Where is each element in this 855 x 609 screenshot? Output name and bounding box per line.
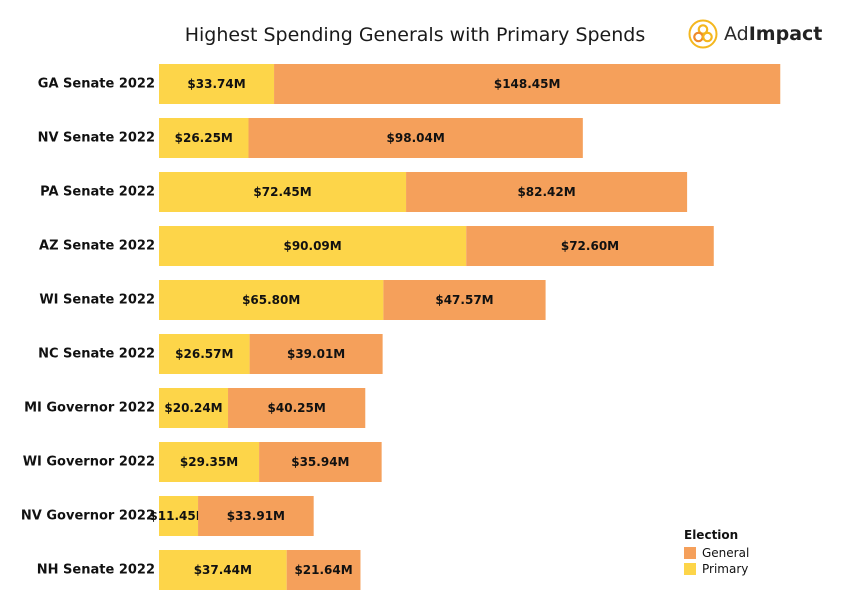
data-label-general-wi-senate-2022: $47.57M: [435, 293, 493, 307]
bar-general-wi-senate-2022: [383, 280, 546, 320]
data-label-primary-nv-governor-2022: $11.45M: [149, 509, 207, 523]
legend-title: Election: [684, 528, 739, 542]
data-label-primary-pa-senate-2022: $72.45M: [253, 185, 311, 199]
legend: Election General Primary: [684, 528, 749, 577]
bar-general-nh-senate-2022: [286, 550, 361, 590]
bar-general-az-senate-2022: [466, 226, 714, 266]
legend-label-general: General: [702, 546, 750, 560]
legend-item-general: General: [684, 545, 749, 561]
bar-primary-wi-senate-2022: [159, 280, 384, 320]
data-label-primary-mi-governor-2022: $20.24M: [164, 401, 222, 415]
bar-primary-nc-senate-2022: [159, 334, 250, 374]
category-label-nv-governor-2022: NV Governor 2022: [21, 509, 155, 524]
data-label-primary-nv-senate-2022: $26.25M: [175, 131, 233, 145]
data-label-primary-nc-senate-2022: $26.57M: [175, 347, 233, 361]
category-label-az-senate-2022: AZ Senate 2022: [39, 239, 155, 254]
legend-item-primary: Primary: [684, 561, 749, 577]
legend-swatch-general: [684, 547, 696, 559]
data-label-primary-az-senate-2022: $90.09M: [283, 239, 341, 253]
logo-text-prefix: Ad: [724, 23, 749, 45]
data-label-general-mi-governor-2022: $40.25M: [268, 401, 326, 415]
data-label-general-az-senate-2022: $72.60M: [561, 239, 619, 253]
data-label-general-wi-governor-2022: $35.94M: [291, 455, 349, 469]
data-label-general-ga-senate-2022: $148.45M: [494, 77, 561, 91]
data-label-general-nv-senate-2022: $98.04M: [387, 131, 445, 145]
logo-text-bold: Impact: [748, 23, 823, 45]
bar-primary-mi-governor-2022: [159, 388, 229, 428]
legend-label-primary: Primary: [702, 562, 749, 576]
bar-general-wi-governor-2022: [259, 442, 382, 482]
data-label-general-nv-governor-2022: $33.91M: [227, 509, 285, 523]
bar-general-nv-senate-2022: [248, 118, 583, 158]
logo-text: AdImpact: [724, 23, 822, 45]
bar-general-nc-senate-2022: [249, 334, 383, 374]
category-label-mi-governor-2022: MI Governor 2022: [24, 401, 155, 416]
category-label-pa-senate-2022: PA Senate 2022: [40, 185, 155, 200]
category-label-nc-senate-2022: NC Senate 2022: [38, 347, 155, 362]
bar-primary-az-senate-2022: [159, 226, 467, 266]
bar-primary-ga-senate-2022: [159, 64, 275, 104]
data-label-general-nh-senate-2022: $21.64M: [294, 563, 352, 577]
bar-general-ga-senate-2022: [274, 64, 781, 104]
category-label-nh-senate-2022: NH Senate 2022: [37, 563, 155, 578]
bar-primary-nv-governor-2022: [159, 496, 199, 536]
bar-primary-pa-senate-2022: [159, 172, 407, 212]
data-label-general-pa-senate-2022: $82.42M: [517, 185, 575, 199]
bar-general-mi-governor-2022: [228, 388, 366, 428]
category-label-wi-governor-2022: WI Governor 2022: [23, 455, 155, 470]
data-label-primary-wi-governor-2022: $29.35M: [180, 455, 238, 469]
bar-primary-nh-senate-2022: [159, 550, 287, 590]
category-label-nv-senate-2022: NV Senate 2022: [38, 131, 155, 146]
category-label-ga-senate-2022: GA Senate 2022: [38, 77, 155, 92]
adimpact-logo-icon: [688, 19, 718, 49]
chart-title: Highest Spending Generals with Primary S…: [184, 24, 646, 46]
bar-primary-wi-governor-2022: [159, 442, 260, 482]
bar-primary-nv-senate-2022: [159, 118, 249, 158]
data-label-primary-ga-senate-2022: $33.74M: [187, 77, 245, 91]
category-label-wi-senate-2022: WI Senate 2022: [39, 293, 155, 308]
bar-general-pa-senate-2022: [406, 172, 688, 212]
legend-swatch-primary: [684, 563, 696, 575]
data-label-primary-wi-senate-2022: $65.80M: [242, 293, 300, 307]
bar-general-nv-governor-2022: [198, 496, 314, 536]
data-label-general-nc-senate-2022: $39.01M: [287, 347, 345, 361]
adimpact-logo: AdImpact: [688, 17, 822, 51]
data-label-primary-nh-senate-2022: $37.44M: [194, 563, 252, 577]
